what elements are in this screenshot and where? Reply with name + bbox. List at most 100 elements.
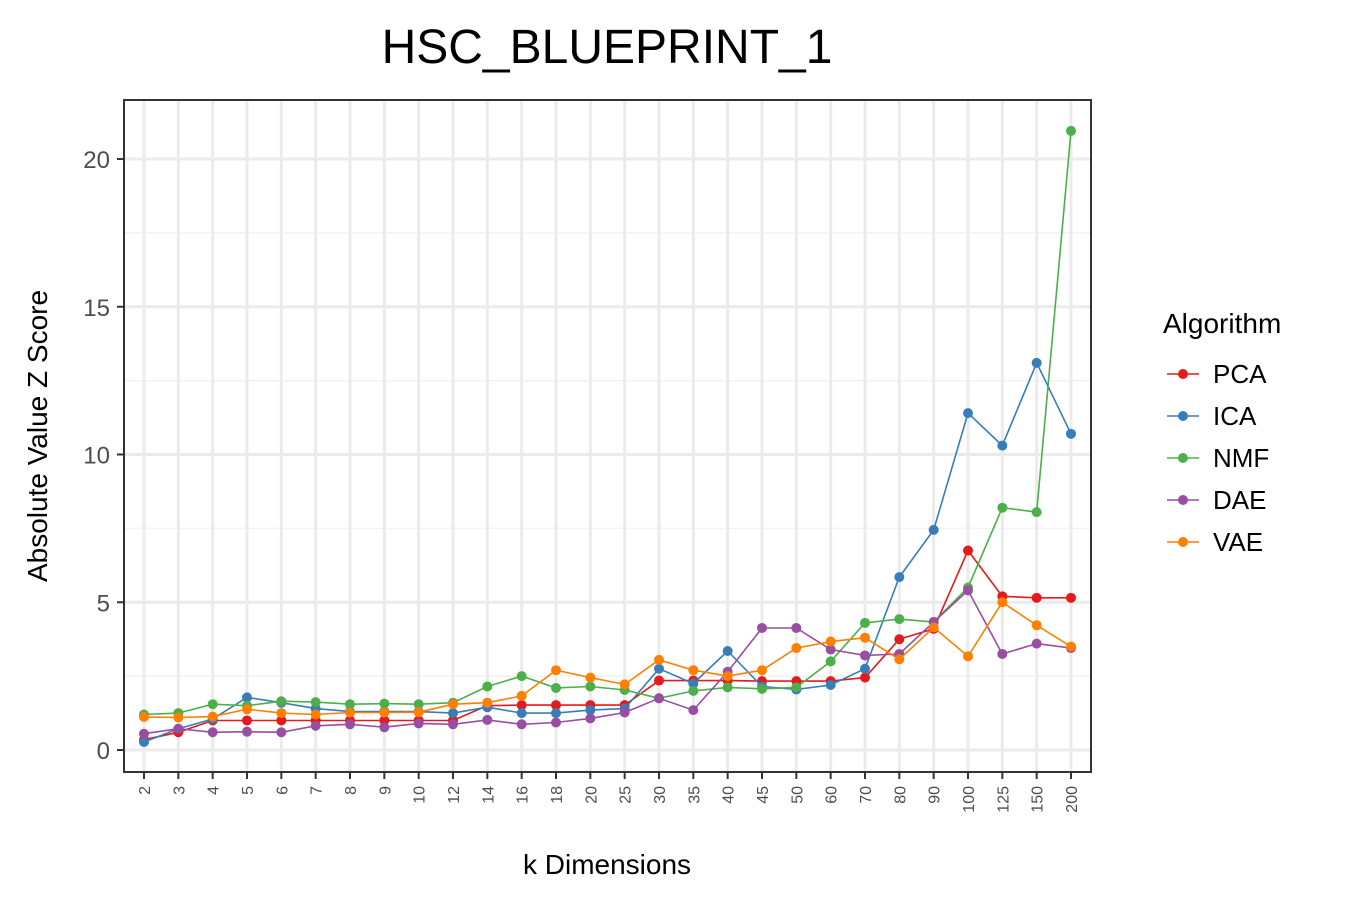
legend-label: VAE — [1213, 527, 1263, 557]
data-point-pca — [242, 715, 252, 726]
x-tick-label: 18 — [549, 786, 566, 804]
x-tick-label: 7 — [309, 786, 326, 795]
data-point-nmf — [413, 699, 424, 710]
x-axis-title: k Dimensions — [523, 849, 691, 880]
x-tick-label: 35 — [686, 786, 703, 804]
data-point-dae — [482, 714, 493, 725]
data-point-dae — [1031, 638, 1042, 649]
legend-item-nmf: NMF — [1167, 443, 1269, 473]
legend-label: NMF — [1213, 443, 1269, 473]
data-point-ica — [139, 737, 149, 748]
data-point-nmf — [310, 697, 321, 708]
data-point-vae — [173, 712, 184, 723]
data-point-nmf — [516, 671, 527, 682]
data-point-pca — [551, 700, 561, 711]
data-point-pca — [654, 675, 664, 686]
data-point-ica — [551, 708, 561, 719]
data-point-nmf — [551, 682, 561, 693]
data-point-dae — [242, 726, 252, 737]
data-point-pca — [276, 715, 287, 726]
data-point-ica — [448, 708, 458, 719]
x-tick-label: 8 — [343, 786, 360, 795]
series-line-ica — [143, 360, 1072, 743]
legend-label: ICA — [1213, 401, 1257, 431]
legend: Algorithm PCA ICA NMF DAE VAE — [1163, 308, 1281, 557]
data-point-dae — [757, 622, 767, 633]
data-point-vae — [516, 690, 527, 701]
grid — [124, 100, 1091, 772]
series-line-vae — [143, 601, 1072, 719]
legend-label: PCA — [1213, 359, 1267, 389]
x-tick-label: 20 — [583, 786, 600, 804]
x-tick-label: 200 — [1064, 786, 1081, 813]
data-point-dae — [173, 723, 184, 734]
data-point-vae — [825, 636, 836, 647]
data-point-vae — [482, 697, 493, 708]
data-point-ica — [1066, 428, 1076, 439]
data-point-pca — [963, 545, 973, 556]
series-line-nmf — [143, 130, 1072, 716]
data-point-vae — [860, 632, 870, 643]
legend-item-dae: DAE — [1167, 485, 1266, 515]
data-point-dae — [963, 585, 973, 596]
data-point-vae — [345, 707, 355, 718]
x-tick-label: 9 — [377, 786, 394, 795]
x-tick-label: 6 — [274, 786, 291, 795]
data-point-pca — [860, 672, 870, 683]
data-point-dae — [516, 719, 527, 730]
data-point-dae — [688, 705, 699, 716]
data-point-vae — [139, 711, 149, 722]
data-point-nmf — [688, 685, 699, 696]
data-point-nmf — [722, 682, 733, 693]
data-point-ica — [722, 646, 733, 657]
x-tick-label: 16 — [515, 786, 532, 804]
data-point-vae — [619, 679, 630, 690]
data-point-vae — [310, 709, 321, 720]
data-point-ica — [928, 524, 939, 535]
legend-marker — [1178, 369, 1188, 379]
data-point-nmf — [825, 656, 836, 667]
data-point-vae — [791, 643, 802, 654]
data-point-nmf — [997, 502, 1008, 513]
x-tick-label: 4 — [206, 786, 223, 795]
data-point-vae — [688, 665, 699, 676]
data-point-vae — [1066, 641, 1076, 652]
data-point-dae — [825, 644, 836, 655]
x-tick-label: 45 — [755, 786, 772, 804]
y-axis-title: Absolute Value Z Score — [22, 290, 53, 582]
data-point-vae — [207, 711, 218, 722]
legend-label: DAE — [1213, 485, 1266, 515]
chart-title: HSC_BLUEPRINT_1 — [382, 21, 833, 74]
data-point-ica — [997, 440, 1008, 451]
data-point-dae — [791, 622, 802, 633]
data-point-nmf — [379, 698, 390, 709]
data-point-vae — [276, 708, 287, 719]
data-point-vae — [551, 665, 561, 676]
x-tick-label: 25 — [618, 786, 635, 804]
data-point-nmf — [585, 681, 596, 692]
data-point-dae — [619, 707, 630, 718]
data-point-ica — [860, 663, 870, 674]
data-point-vae — [997, 597, 1008, 608]
series-vae — [139, 597, 1076, 723]
data-point-dae — [860, 650, 870, 661]
data-point-dae — [310, 720, 321, 731]
series-line-dae — [143, 589, 1072, 735]
x-tick-label: 60 — [824, 786, 841, 804]
data-point-pca — [516, 700, 527, 711]
x-tick-label: 90 — [927, 786, 944, 804]
series-line-pca — [143, 548, 1071, 741]
x-tick-label: 50 — [789, 786, 806, 804]
data-point-vae — [1031, 620, 1042, 631]
y-tick-label: 5 — [97, 590, 110, 617]
data-point-nmf — [757, 683, 767, 694]
series-layer — [139, 125, 1076, 748]
data-point-nmf — [482, 681, 493, 692]
data-point-vae — [242, 704, 252, 715]
data-point-ica — [516, 708, 527, 719]
data-point-vae — [448, 699, 458, 710]
legend-marker — [1178, 495, 1188, 505]
data-point-dae — [585, 713, 596, 724]
data-point-pca — [1066, 592, 1076, 603]
